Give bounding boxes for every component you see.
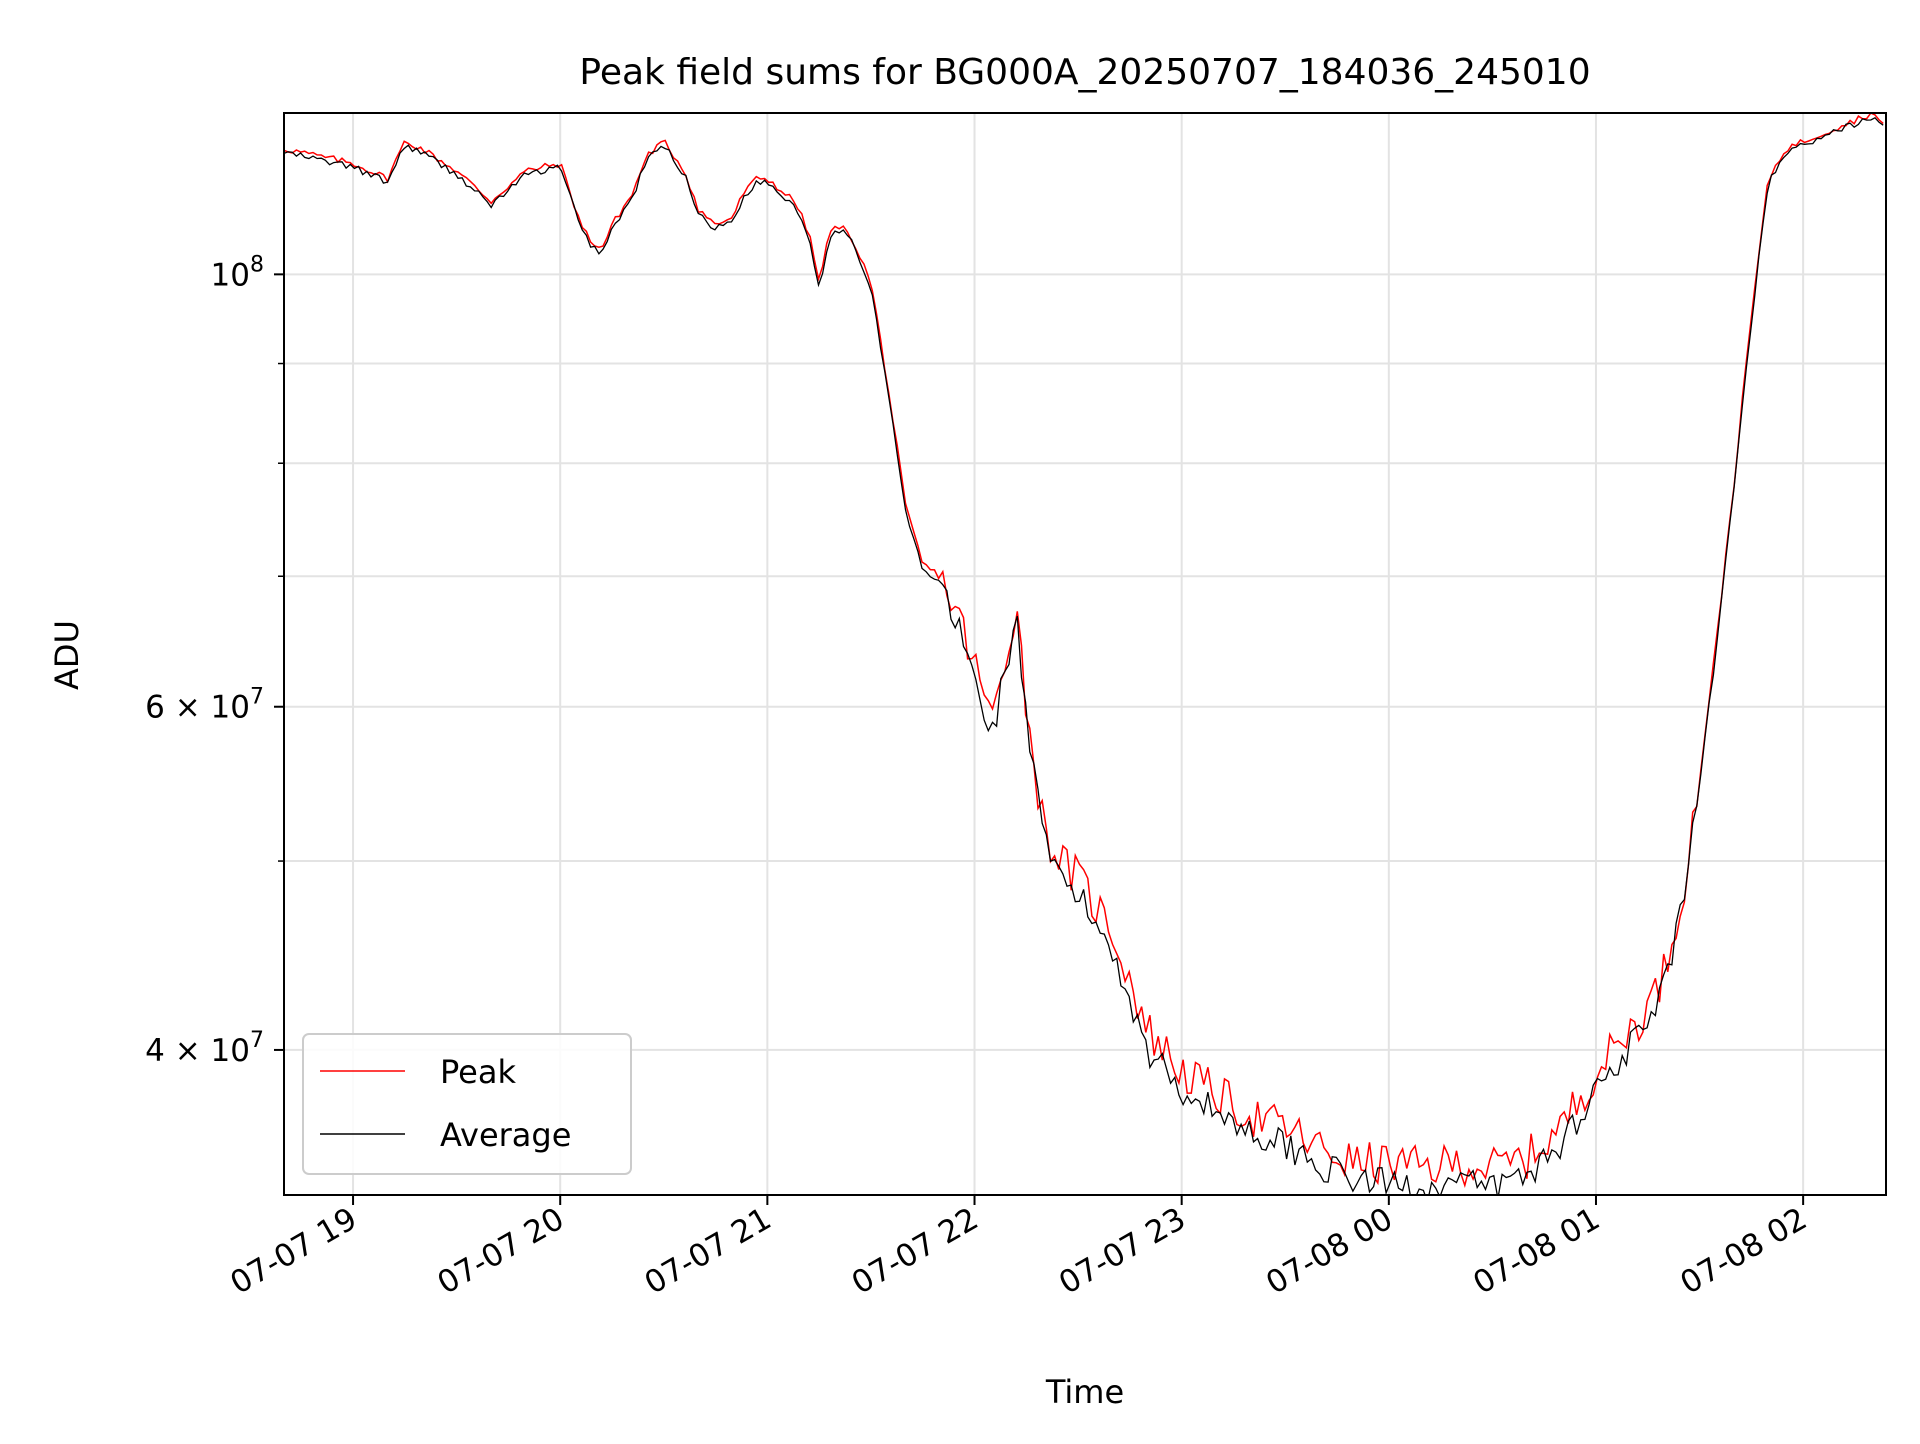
grid [284,113,1886,1195]
legend-label-peak: Peak [440,1053,516,1091]
series-peak-line [284,113,1884,1188]
series-average-line [284,116,1884,1195]
y-tick-label: 4 × 107 [145,1028,264,1069]
legend-box [302,1033,632,1175]
y-axis-label: ADU [48,620,86,690]
y-tick-label: 6 × 107 [145,685,264,726]
chart-title: Peak field sums for BG000A_20250707_1840… [579,52,1590,93]
x-axis-label: Time [1045,1373,1124,1411]
plot-frame [283,112,1887,1196]
legend-label-average: Average [440,1116,571,1154]
series-layer [284,113,1884,1195]
legend: Peak Average [302,1033,632,1175]
y-tick-label: 108 [211,252,264,293]
